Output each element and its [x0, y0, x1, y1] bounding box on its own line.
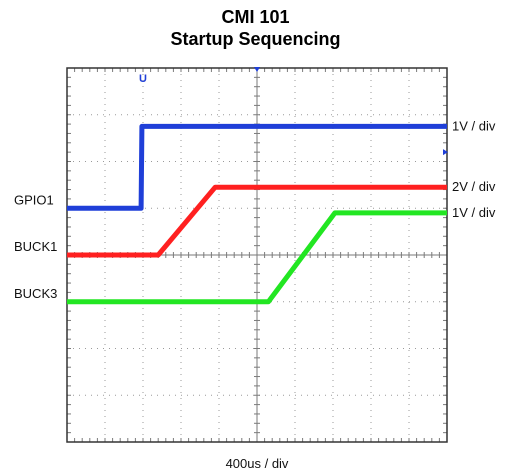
x-axis-label: 400us / div [226, 456, 289, 471]
series-line-gpio1 [67, 123, 447, 211]
chart-title: CMI 101 [221, 7, 290, 27]
series-line-buck1 [67, 184, 447, 258]
channel-label-buck1: BUCK1 [14, 239, 57, 254]
labels: GPIO1 1V / div BUCK1 2V / div BUCK3 1V / div U [14, 67, 496, 301]
channel-offset-arrow [443, 149, 448, 156]
scale-label-buck1: 2V / div [452, 179, 496, 194]
scale-label-gpio1: 1V / div [452, 118, 496, 133]
time-reference-arrow [254, 67, 260, 72]
channel-label-gpio1: GPIO1 [14, 192, 54, 207]
series-line-buck3 [67, 210, 447, 305]
chart-subtitle: Startup Sequencing [170, 29, 341, 49]
traces [67, 123, 447, 305]
scale-label-buck3: 1V / div [452, 205, 496, 220]
chart-title-block: CMI 101 Startup Sequencing [0, 6, 511, 50]
channel-label-buck3: BUCK3 [14, 286, 57, 301]
trigger-marker: U [139, 73, 147, 85]
